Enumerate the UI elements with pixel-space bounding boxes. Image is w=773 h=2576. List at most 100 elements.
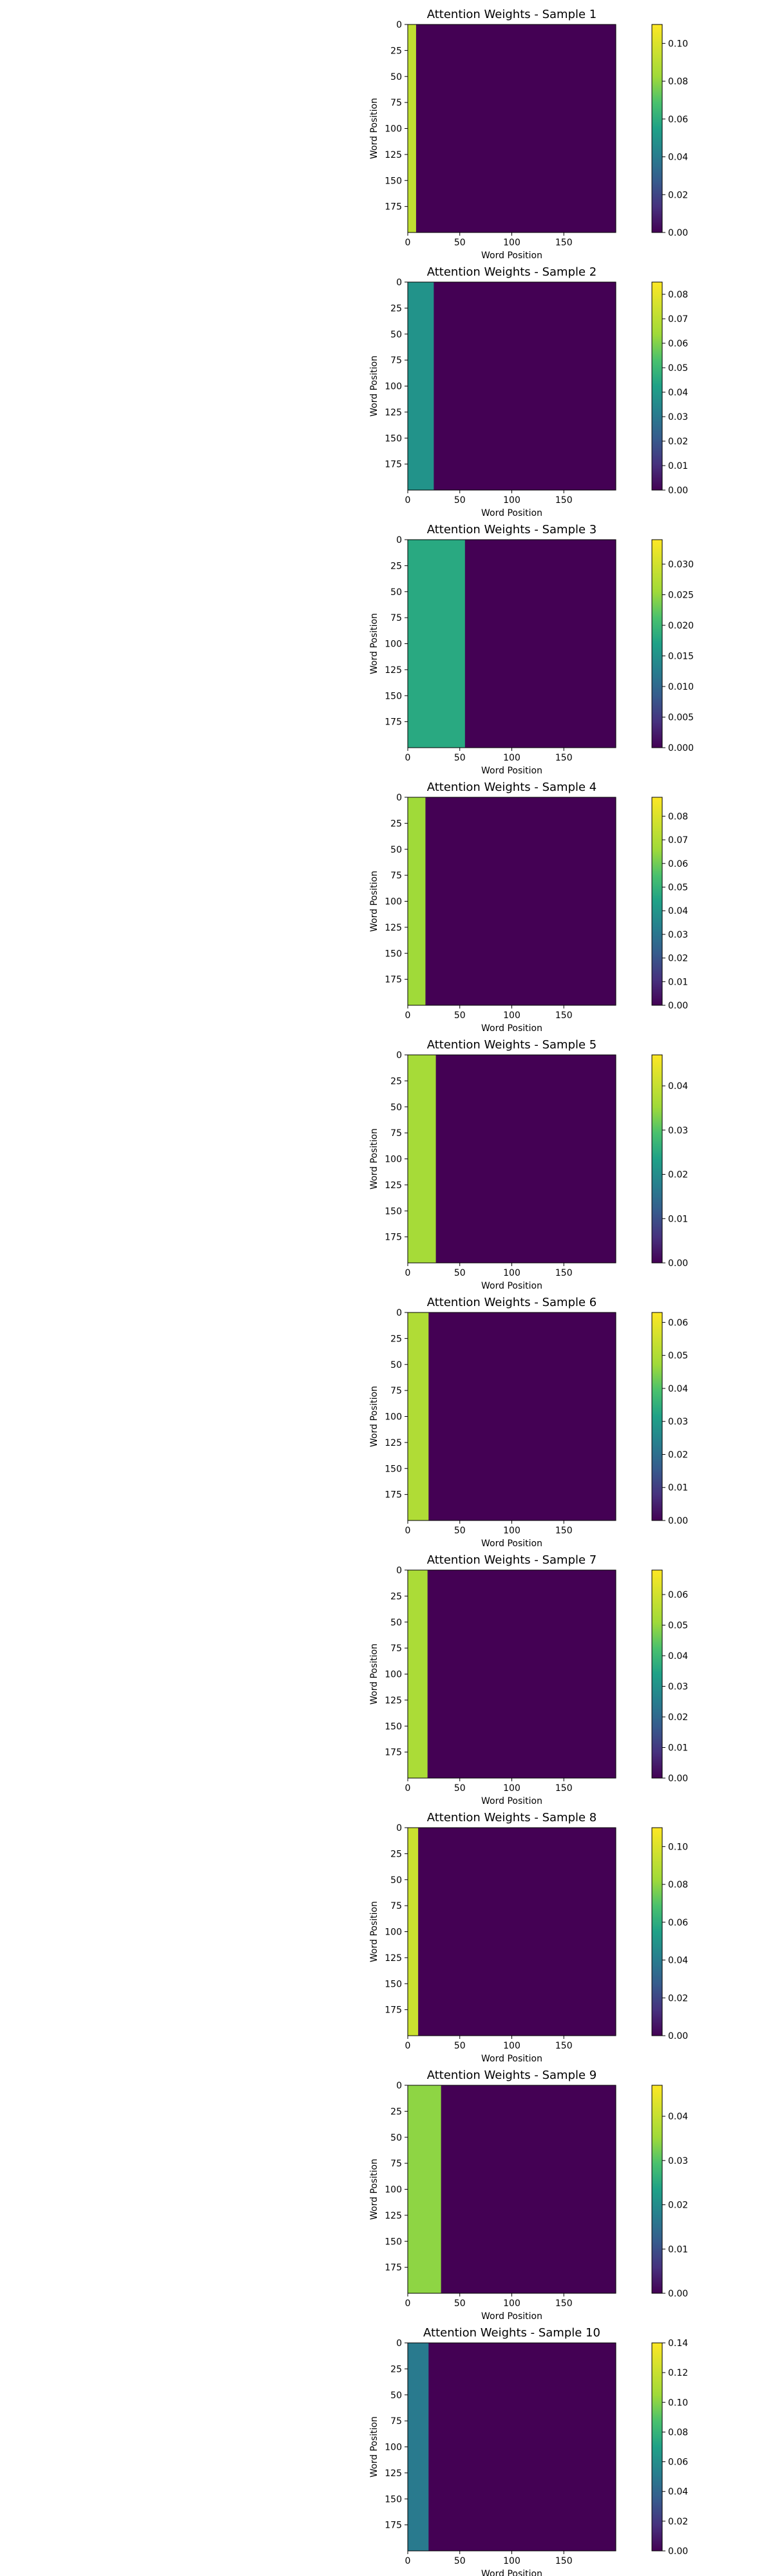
colorbar-tick-label: 0.015 — [668, 652, 694, 662]
x-tick-label: 100 — [503, 495, 520, 506]
y-tick-label: 50 — [390, 587, 402, 598]
colorbar-tick-label: 0.04 — [668, 2487, 688, 2497]
y-tick-label: 175 — [385, 2005, 402, 2016]
colorbar-tick-label: 0.01 — [668, 1214, 688, 1224]
y-axis-label: Word Position — [369, 2416, 379, 2477]
colorbar-tick-label: 0.00 — [668, 1258, 688, 1269]
y-tick-label: 100 — [385, 2185, 402, 2195]
colorbar-tick-label: 0.06 — [668, 115, 688, 125]
colorbar-tick-label: 0.03 — [668, 1682, 688, 1692]
y-tick-label: 100 — [385, 897, 402, 907]
y-tick-label: 0 — [396, 278, 402, 288]
heatmap-attention-band — [408, 2085, 441, 2293]
y-tick-label: 175 — [385, 717, 402, 728]
y-tick-label: 175 — [385, 1233, 402, 1243]
colorbar-tick-label: 0.08 — [668, 77, 688, 87]
x-axis-label: Word Position — [481, 2311, 542, 2322]
x-tick-label: 150 — [555, 753, 573, 763]
colorbar-tick-label: 0.01 — [668, 2244, 688, 2255]
x-tick-label: 150 — [555, 1783, 573, 1794]
y-tick-label: 100 — [385, 1412, 402, 1423]
y-tick-label: 175 — [385, 460, 402, 470]
colorbar-tick-label: 0.00 — [668, 486, 688, 496]
heatmap-panel-8: Attention Weights - Sample 8 0 50 100 150 0 25… — [369, 1811, 688, 2064]
y-tick-label: 25 — [390, 561, 402, 571]
heatmap-background-cells — [408, 1055, 616, 1263]
colorbar — [651, 281, 663, 491]
colorbar — [651, 539, 663, 748]
x-tick-label: 0 — [405, 1268, 411, 1278]
y-tick-label: 175 — [385, 2263, 402, 2273]
colorbar-tick-label: 0.00 — [668, 1774, 688, 1784]
y-tick-label: 25 — [390, 1334, 402, 1344]
x-tick-label: 0 — [405, 2041, 411, 2051]
colorbar-tick-label: 0.03 — [668, 2156, 688, 2166]
x-axis-label: Word Position — [481, 508, 542, 518]
y-tick-label: 25 — [390, 819, 402, 829]
x-axis-label: Word Position — [481, 2054, 542, 2064]
x-axis-label: Word Position — [481, 1281, 542, 1291]
x-axis-label: Word Position — [481, 766, 542, 776]
y-tick-label: 50 — [390, 1360, 402, 1370]
heatmap-attention-band — [408, 1055, 436, 1263]
colorbar-tick-label: 0.03 — [668, 930, 688, 940]
heatmap-background-cells — [408, 1312, 616, 1520]
y-tick-label: 25 — [390, 2107, 402, 2117]
heatmap-background-cells — [408, 797, 616, 1005]
x-tick-label: 0 — [405, 2298, 411, 2309]
x-tick-label: 100 — [503, 2298, 520, 2309]
heatmap-attention-band — [408, 1312, 429, 1520]
colorbar-tick-label: 0.02 — [668, 1450, 688, 1460]
colorbar-tick-label: 0.020 — [668, 621, 694, 631]
y-tick-label: 25 — [390, 1076, 402, 1086]
colorbar-tick-label: 0.00 — [668, 1516, 688, 1526]
colorbar-tick-label: 0.06 — [668, 1318, 688, 1328]
colorbar-tick-label: 0.02 — [668, 2201, 688, 2211]
y-tick-label: 0 — [396, 535, 402, 545]
y-tick-label: 50 — [390, 2133, 402, 2143]
x-axis-label: Word Position — [481, 1023, 542, 1034]
heatmap-background-cells — [408, 1570, 616, 1778]
y-tick-label: 0 — [396, 1823, 402, 1833]
y-tick-label: 175 — [385, 1748, 402, 1758]
y-tick-label: 25 — [390, 46, 402, 56]
heatmap-attention-band — [408, 1570, 428, 1778]
x-tick-label: 0 — [405, 2556, 411, 2566]
x-tick-label: 150 — [555, 2556, 573, 2566]
y-tick-label: 125 — [385, 923, 402, 933]
x-tick-label: 150 — [555, 1010, 573, 1021]
x-axis-label: Word Position — [481, 251, 542, 261]
y-tick-label: 150 — [385, 949, 402, 959]
y-axis-label: Word Position — [369, 871, 379, 932]
x-axis-label: Word Position — [481, 1796, 542, 1806]
heatmap-title: Attention Weights - Sample 1 — [427, 8, 597, 21]
colorbar-tick-label: 0.04 — [668, 153, 688, 163]
x-tick-label: 100 — [503, 753, 520, 763]
colorbar-tick-label: 0.02 — [668, 437, 688, 447]
colorbar-tick-label: 0.01 — [668, 1743, 688, 1754]
colorbar-tick-label: 0.02 — [668, 2517, 688, 2527]
colorbar-tick-label: 0.005 — [668, 713, 694, 723]
x-tick-label: 0 — [405, 495, 411, 506]
y-tick-label: 75 — [390, 613, 402, 623]
x-tick-label: 50 — [454, 2298, 466, 2309]
y-tick-label: 150 — [385, 433, 402, 444]
x-tick-label: 150 — [555, 1526, 573, 1536]
colorbar-tick-label: 0.06 — [668, 859, 688, 869]
heatmap-panel-2: Attention Weights - Sample 2 0 50 100 150 0 25… — [369, 265, 688, 518]
y-tick-label: 0 — [396, 793, 402, 803]
heatmap-title: Attention Weights - Sample 8 — [427, 1811, 597, 1824]
colorbar-tick-label: 0.07 — [668, 314, 688, 325]
heatmap-attention-band — [408, 797, 426, 1005]
y-tick-label: 100 — [385, 382, 402, 392]
heatmap-title: Attention Weights - Sample 7 — [427, 1553, 597, 1567]
colorbar-tick-label: 0.000 — [668, 743, 694, 753]
y-tick-label: 100 — [385, 2443, 402, 2453]
x-tick-label: 50 — [454, 753, 466, 763]
colorbar-tick-label: 0.07 — [668, 835, 688, 846]
colorbar-tick-label: 0.08 — [668, 290, 688, 300]
colorbar-tick-label: 0.08 — [668, 811, 688, 822]
y-tick-label: 0 — [396, 1308, 402, 1318]
y-tick-label: 0 — [396, 1566, 402, 1576]
y-tick-label: 25 — [390, 1849, 402, 1859]
